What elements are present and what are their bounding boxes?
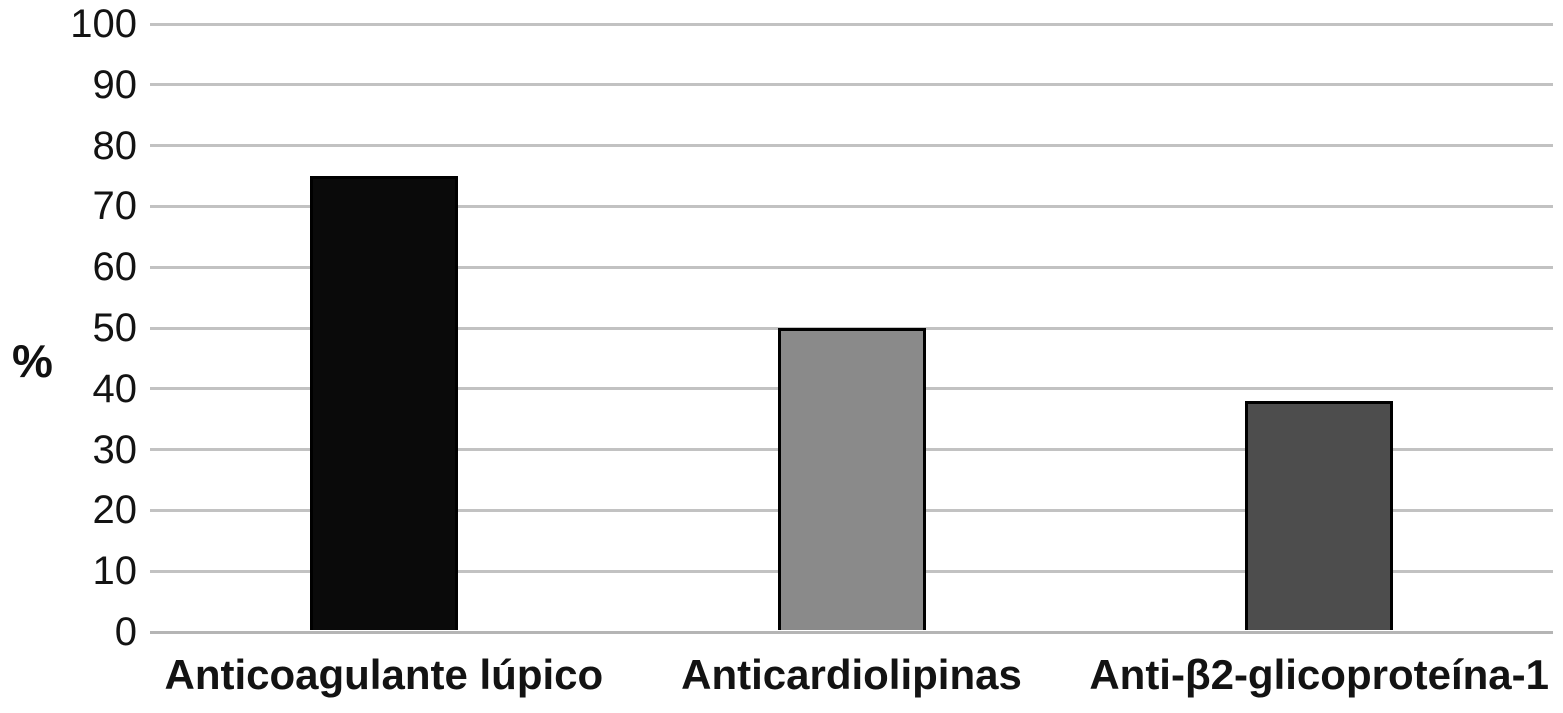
y-tick-label-80: 80 [92,123,138,168]
gridline [150,204,1553,208]
bar-2 [1245,400,1394,630]
y-tick-label-40: 40 [92,366,138,411]
gridline [150,144,1553,148]
y-tick-label-20: 20 [92,488,138,533]
y-tick-label-50: 50 [92,306,138,350]
bar-0 [309,176,458,630]
y-tick-label-0: 0 [114,610,137,654]
y-axis-label: % [12,335,53,387]
y-tick-label-30: 30 [92,427,138,472]
x-axis-line [150,630,1553,634]
gridline [150,265,1553,269]
y-tick-label-10: 10 [92,549,138,594]
gridline [150,22,1553,26]
bar-1 [777,328,926,630]
gridline [150,83,1553,87]
y-tick-label-60: 60 [92,245,138,290]
category-label-1: Anticardiolipinas [681,651,1022,698]
category-label-2: Anti-β2-glicoproteína-1 [1089,651,1549,698]
y-tick-label-90: 90 [92,62,138,107]
category-label-0: Anticoagulante lúpico [164,651,604,698]
y-tick-label-100: 100 [70,2,137,46]
y-tick-label-70: 70 [92,184,138,229]
